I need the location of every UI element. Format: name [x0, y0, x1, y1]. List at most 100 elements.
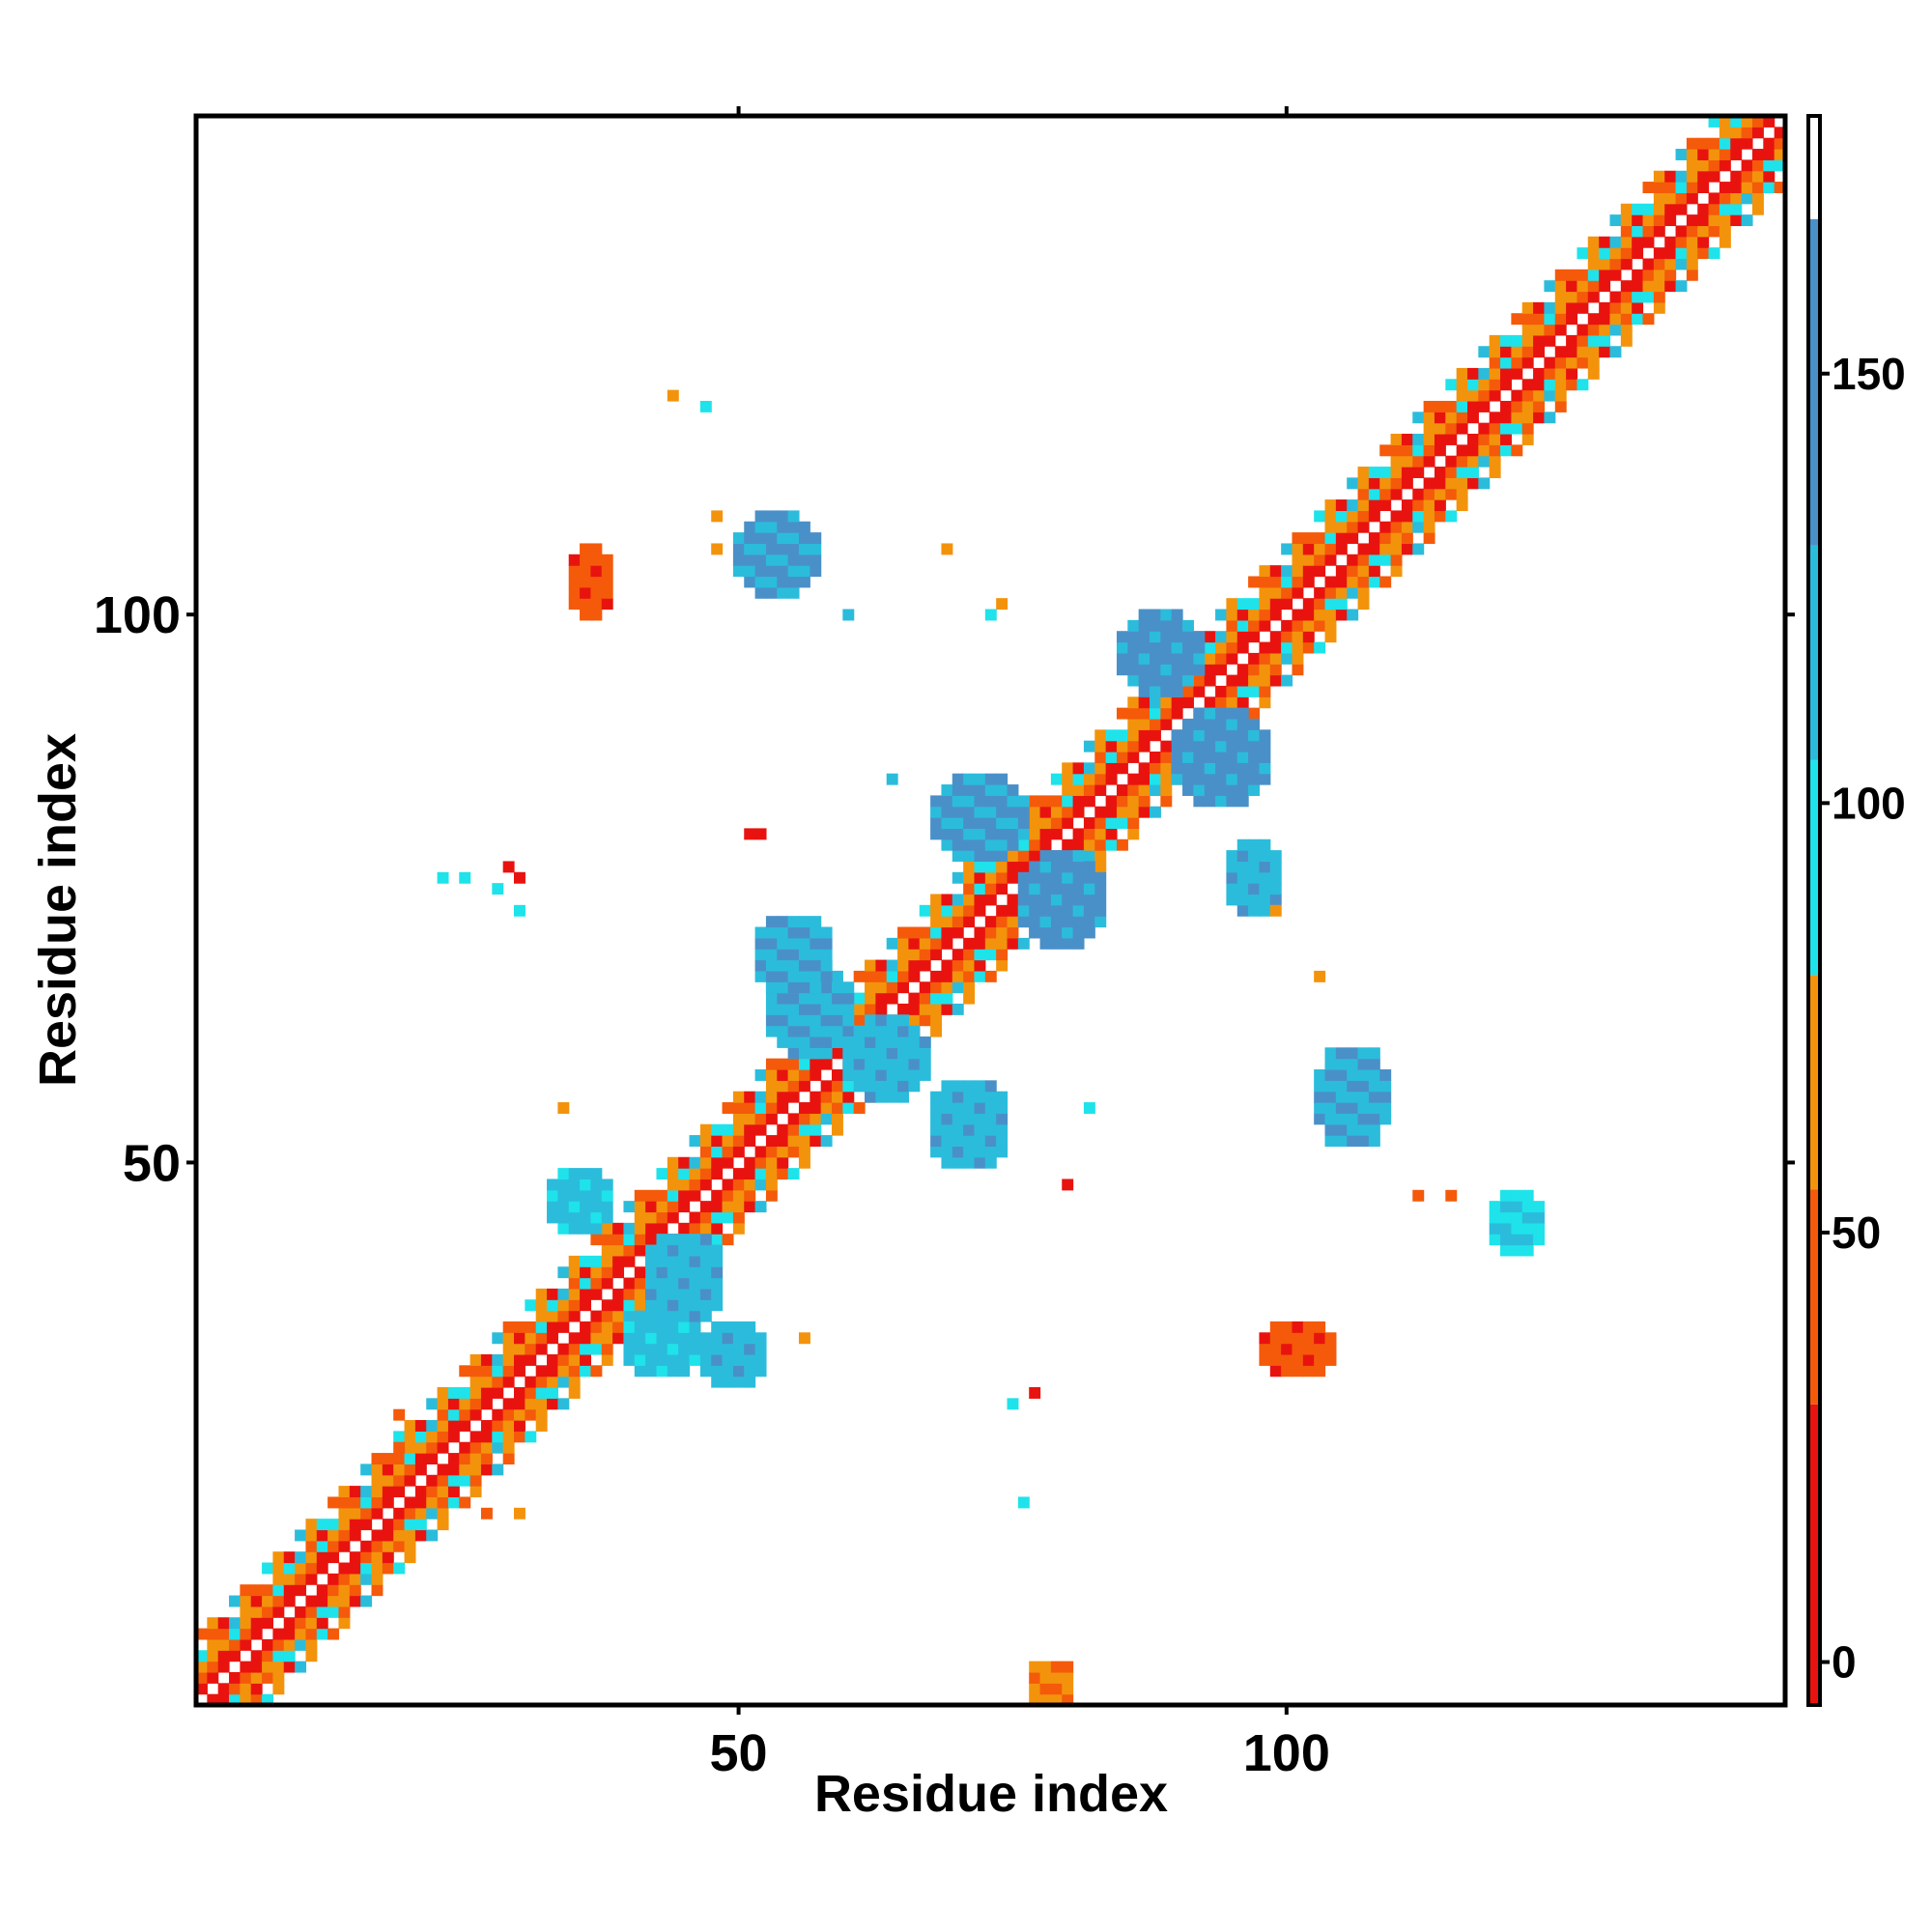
heatmap-cell: [996, 828, 1009, 840]
heatmap-cell: [514, 1365, 526, 1378]
heatmap-cell: [480, 1431, 493, 1443]
heatmap-cell: [1609, 324, 1622, 336]
heatmap-cell: [1171, 631, 1183, 643]
heatmap-cell: [1182, 740, 1194, 753]
heatmap-cell: [502, 1376, 515, 1388]
heatmap-cell: [1599, 247, 1611, 260]
heatmap-cell: [634, 1266, 646, 1279]
heatmap-cell: [875, 970, 888, 982]
heatmap-cell: [547, 1376, 558, 1388]
heatmap-cell: [437, 1441, 449, 1454]
heatmap-cell: [1029, 883, 1041, 895]
heatmap-cell: [590, 1234, 603, 1246]
heatmap-cell: [963, 1123, 976, 1136]
heatmap-cell: [963, 970, 976, 982]
heatmap-cell: [1357, 1080, 1370, 1093]
heatmap-cell: [963, 981, 976, 994]
heatmap-cell: [1193, 631, 1206, 643]
heatmap-cell: [996, 598, 1009, 611]
heatmap-cell: [656, 1332, 668, 1345]
heatmap-cell: [1281, 565, 1293, 578]
heatmap-cell: [1708, 159, 1720, 172]
heatmap-cell: [414, 1441, 427, 1454]
heatmap-cell: [832, 1069, 843, 1081]
heatmap-cell: [732, 1321, 745, 1333]
heatmap-cell: [1150, 619, 1161, 632]
heatmap-cell: [777, 1025, 789, 1037]
heatmap-cell: [316, 1628, 328, 1640]
heatmap-cell: [765, 543, 778, 555]
heatmap-cell: [492, 1376, 504, 1388]
heatmap-cell: [557, 1353, 570, 1366]
heatmap-cell: [634, 1222, 646, 1235]
heatmap-cell: [1686, 214, 1698, 227]
heatmap-cell: [1050, 904, 1063, 917]
heatmap-cell: [974, 795, 986, 808]
heatmap-cell: [1675, 203, 1688, 215]
heatmap-cell: [744, 1123, 756, 1136]
heatmap-cell: [810, 1123, 822, 1136]
heatmap-cell: [1697, 203, 1710, 215]
heatmap-cell: [1248, 674, 1261, 687]
heatmap-cell: [580, 543, 592, 555]
heatmap-cell: [1204, 718, 1216, 730]
heatmap-cell: [689, 1189, 701, 1202]
heatmap-cell: [777, 981, 789, 994]
heatmap-cell: [502, 1343, 515, 1355]
heatmap-cell: [580, 1365, 592, 1378]
heatmap-cell: [1697, 225, 1710, 238]
heatmap-cell: [305, 1519, 318, 1531]
heatmap-cell: [678, 1266, 691, 1279]
heatmap-cell: [1160, 664, 1173, 676]
heatmap-cell: [1401, 532, 1413, 545]
heatmap-cell: [1521, 1211, 1534, 1224]
heatmap-cell: [1248, 904, 1261, 917]
heatmap-cell: [207, 1693, 219, 1706]
heatmap-cell: [754, 949, 767, 961]
heatmap-cell: [1292, 1353, 1304, 1366]
heatmap-cell: [656, 1189, 668, 1202]
heatmap-cell: [1697, 170, 1710, 183]
heatmap-cell: [744, 1189, 756, 1202]
heatmap-cell: [1281, 586, 1293, 599]
heatmap-cell: [996, 850, 1009, 863]
heatmap-cell: [1401, 434, 1413, 445]
heatmap-cell: [722, 1321, 734, 1333]
heatmap-cell: [952, 970, 964, 982]
heatmap-cell: [722, 1353, 734, 1366]
heatmap-cell: [930, 926, 943, 939]
heatmap-cell: [1062, 795, 1074, 808]
heatmap-cell: [1160, 740, 1173, 753]
heatmap-cell: [360, 1507, 373, 1520]
heatmap-cell: [711, 1353, 724, 1366]
heatmap-cell: [941, 806, 953, 818]
heatmap-cell: [1620, 214, 1633, 227]
heatmap-cell: [865, 1036, 876, 1048]
heatmap-cell: [1587, 356, 1600, 369]
heatmap-cell: [667, 1288, 679, 1300]
heatmap-cell: [820, 981, 833, 994]
heatmap-cell: [207, 1661, 219, 1673]
heatmap-cell: [459, 1496, 471, 1509]
heatmap-cell: [722, 1102, 734, 1114]
heatmap-cell: [984, 1123, 997, 1136]
heatmap-cell: [207, 1617, 219, 1630]
heatmap-cell: [699, 1168, 712, 1180]
heatmap-cell: [217, 1638, 230, 1651]
heatmap-cell: [414, 1453, 427, 1465]
heatmap-cell: [1039, 817, 1052, 830]
heatmap-cell: [1314, 586, 1326, 599]
heatmap-cell: [1215, 718, 1228, 730]
heatmap-cell: [196, 1683, 208, 1695]
heatmap-cell: [1039, 806, 1052, 818]
heatmap-cell: [1521, 301, 1534, 314]
heatmap-cell: [1412, 434, 1425, 445]
heatmap-cell: [1489, 346, 1501, 358]
heatmap-cell: [974, 850, 986, 863]
heatmap-cell: [810, 992, 822, 1005]
heatmap-cell: [1664, 258, 1677, 270]
heatmap-cell: [590, 1168, 603, 1180]
heatmap-cell: [765, 1189, 778, 1202]
heatmap-cell: [1521, 379, 1534, 391]
heatmap-cell: [568, 586, 581, 599]
